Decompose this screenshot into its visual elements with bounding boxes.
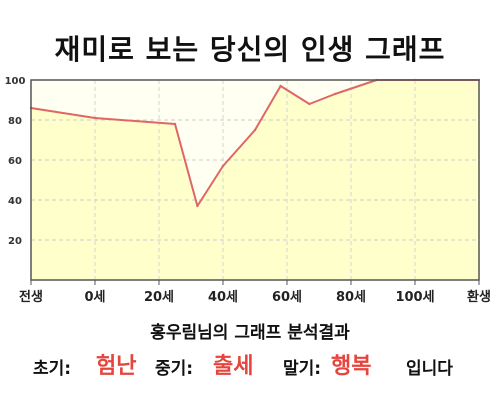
x-tick-label: 20세	[144, 290, 174, 305]
y-tick-label: 20	[8, 236, 22, 247]
area-fill	[31, 80, 479, 280]
y-tick-label: 40	[8, 196, 22, 207]
late-value: 행복	[331, 354, 372, 379]
data-point	[308, 102, 311, 106]
mid-value: 출세	[213, 354, 254, 379]
data-point	[221, 164, 225, 168]
data-point	[93, 116, 97, 120]
y-tick-label: 100	[5, 76, 26, 87]
late-label: 말기:	[283, 359, 322, 379]
page-title: 재미로 보는 당신의 인생 그래프	[54, 33, 446, 66]
y-tick-label: 80	[8, 116, 22, 127]
life-graph-chart: 20 40 60 80 100 전생 0세 20세 40세 60세 80세 100세 환생	[5, 76, 491, 305]
x-tick-label: 60세	[272, 290, 302, 305]
data-point	[333, 92, 337, 96]
x-tick-label: 40세	[208, 290, 238, 305]
analysis-heading: 홍우림님의 그래프 분석결과	[150, 323, 350, 343]
data-point	[279, 84, 282, 88]
analysis-result-line: 초기: 험난 중기: 출세 말기: 행복 입니다	[0, 348, 500, 382]
mid-label: 중기:	[155, 359, 194, 379]
x-tick-label: 100세	[395, 290, 434, 305]
data-point	[173, 122, 177, 126]
ending-text: 입니다	[406, 359, 453, 379]
y-tick-label: 60	[8, 156, 22, 167]
x-tick-label: 0세	[84, 290, 105, 305]
early-label: 초기:	[33, 359, 72, 379]
x-tick-label: 80세	[336, 290, 366, 305]
x-tick-label: 전생	[19, 289, 43, 305]
data-point	[253, 128, 257, 132]
plot-frame	[30, 79, 480, 281]
x-tick-label: 환생	[467, 289, 491, 305]
early-value: 험난	[96, 354, 137, 379]
data-point	[196, 204, 199, 208]
